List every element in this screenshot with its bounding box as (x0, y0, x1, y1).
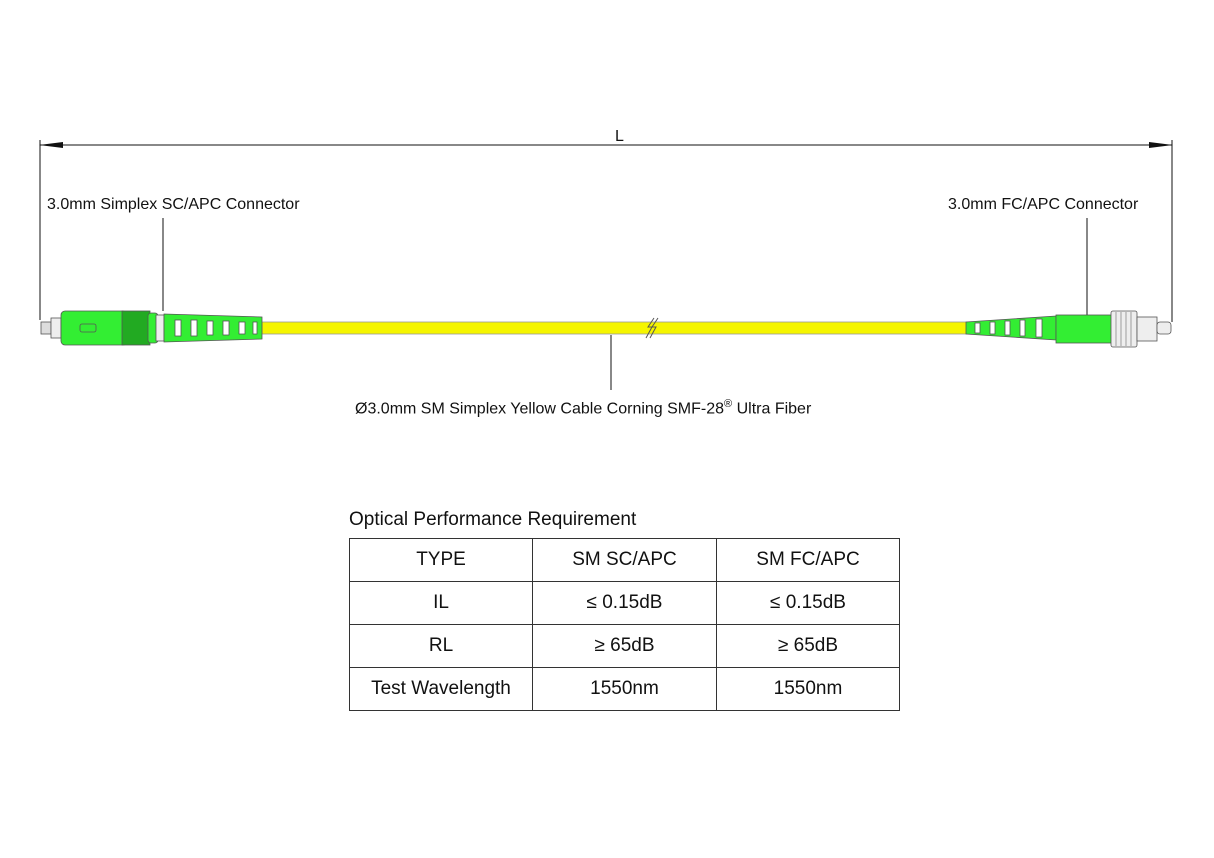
table-cell: ≤ 0.15dB (716, 581, 900, 625)
table-row: IL ≤ 0.15dB ≤ 0.15dB (349, 581, 900, 625)
table-cell: ≥ 65dB (532, 624, 717, 668)
sc-apc-connector (40, 310, 263, 346)
fc-apc-connector (965, 310, 1172, 348)
cable-label: Ø3.0mm SM Simplex Yellow Cable Corning S… (355, 398, 812, 418)
table-cell: RL (349, 624, 533, 668)
header-cell: SM FC/APC (716, 538, 900, 582)
table-cell: ≥ 65dB (716, 624, 900, 668)
table-row: RL ≥ 65dB ≥ 65dB (349, 624, 900, 668)
table-cell: IL (349, 581, 533, 625)
cable (261, 317, 971, 339)
table-cell: 1550nm (716, 667, 900, 711)
left-connector-label: 3.0mm Simplex SC/APC Connector (47, 196, 300, 213)
table-row: Test Wavelength 1550nm 1550nm (349, 667, 900, 711)
header-cell: TYPE (349, 538, 533, 582)
table-header-row: TYPE SM SC/APC SM FC/APC (349, 538, 900, 582)
performance-table: TYPE SM SC/APC SM FC/APC IL ≤ 0.15dB ≤ 0… (349, 538, 900, 711)
right-connector-label: 3.0mm FC/APC Connector (948, 196, 1139, 213)
table-cell: 1550nm (532, 667, 717, 711)
table-cell: Test Wavelength (349, 667, 533, 711)
length-label: L (615, 128, 624, 145)
table-cell: ≤ 0.15dB (532, 581, 717, 625)
table-title: Optical Performance Requirement (349, 509, 637, 530)
header-cell: SM SC/APC (532, 538, 717, 582)
dimension-line (39, 140, 1173, 390)
